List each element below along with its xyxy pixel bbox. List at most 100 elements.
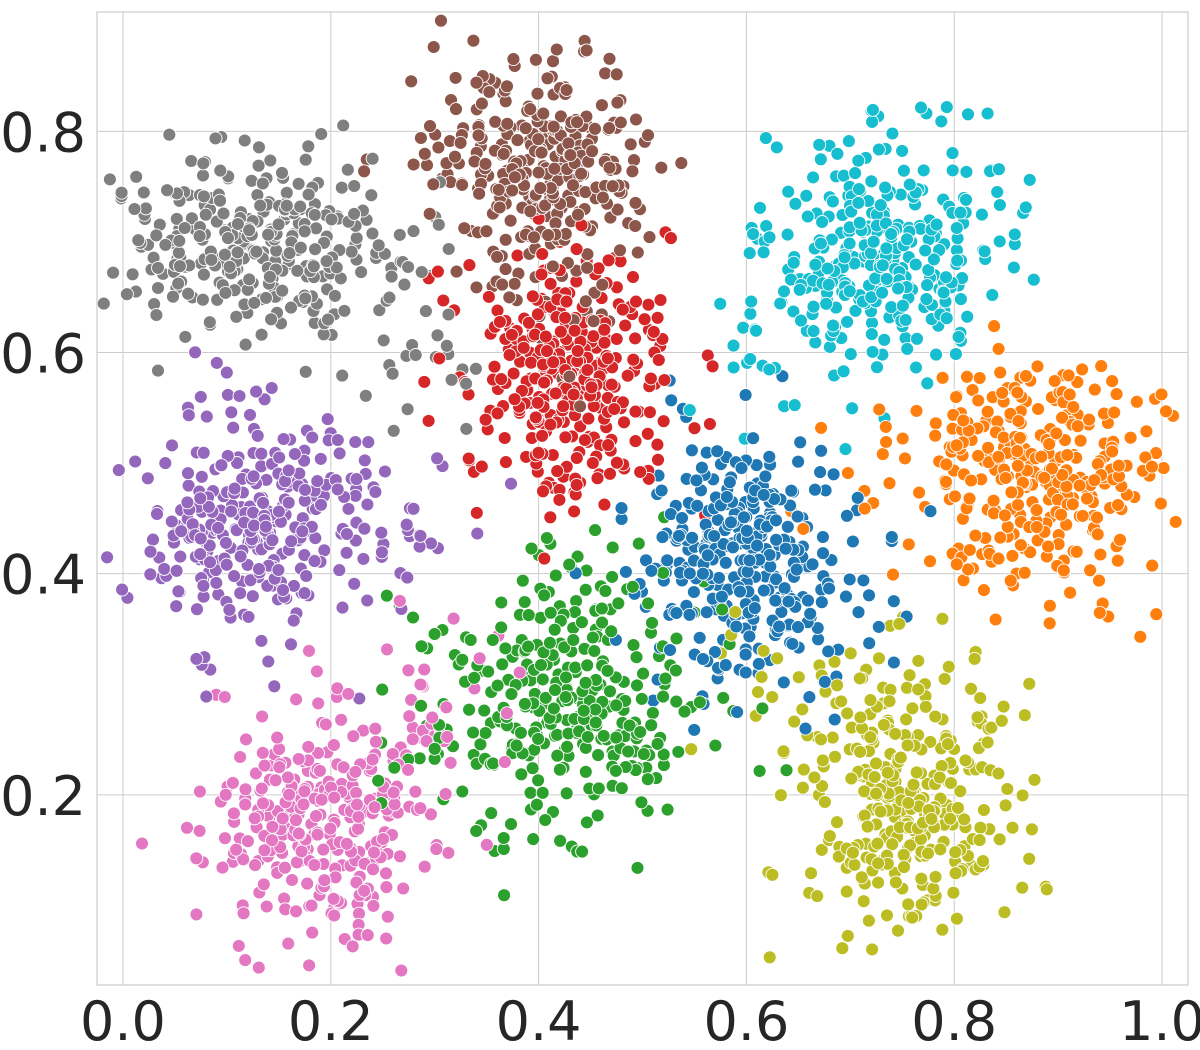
scatter-point bbox=[821, 277, 836, 292]
scatter-point bbox=[490, 249, 505, 264]
scatter-point bbox=[906, 777, 921, 792]
scatter-point bbox=[375, 682, 390, 697]
scatter-point bbox=[546, 54, 560, 69]
scatter-point bbox=[226, 420, 241, 435]
scatter-point bbox=[284, 300, 298, 315]
scatter-point bbox=[762, 362, 777, 377]
scatter-point bbox=[834, 694, 849, 709]
scatter-point bbox=[806, 299, 821, 314]
scatter-point bbox=[392, 227, 407, 242]
scatter-point bbox=[225, 775, 240, 790]
scatter-point bbox=[814, 842, 829, 857]
scatter-point bbox=[417, 374, 432, 389]
scatter-point bbox=[256, 877, 271, 892]
scatter-point bbox=[892, 616, 907, 631]
scatter-point bbox=[976, 854, 990, 869]
scatter-point bbox=[798, 721, 813, 736]
scatter-point bbox=[495, 657, 510, 672]
scatter-point bbox=[970, 710, 985, 725]
scatter-point bbox=[633, 725, 648, 739]
scatter-point bbox=[413, 801, 428, 816]
scatter-point bbox=[233, 750, 248, 764]
scatter-point bbox=[591, 781, 606, 796]
scatter-point bbox=[399, 517, 414, 532]
scatter-point bbox=[851, 195, 866, 210]
scatter-point bbox=[332, 446, 347, 461]
scatter-point bbox=[348, 435, 363, 449]
scatter-point bbox=[578, 582, 593, 597]
scatter-point bbox=[281, 495, 296, 510]
scatter-point bbox=[1044, 461, 1059, 476]
scatter-point bbox=[439, 700, 454, 715]
scatter-point bbox=[305, 925, 320, 940]
scatter-point bbox=[1019, 369, 1033, 384]
scatter-point bbox=[807, 770, 822, 785]
scatter-point bbox=[414, 265, 429, 279]
scatter-point bbox=[1047, 374, 1062, 388]
scatter-point bbox=[276, 432, 291, 446]
scatter-point bbox=[449, 102, 463, 117]
scatter-point bbox=[733, 584, 747, 599]
scatter-point bbox=[595, 615, 610, 630]
scatter-point bbox=[309, 221, 324, 236]
scatter-point bbox=[387, 760, 402, 775]
scatter-point bbox=[1069, 544, 1084, 559]
scatter-point bbox=[597, 322, 612, 337]
scatter-point bbox=[847, 857, 862, 872]
scatter-point bbox=[233, 549, 248, 564]
scatter-point bbox=[980, 106, 995, 121]
scatter-point bbox=[948, 866, 963, 881]
scatter-point bbox=[193, 531, 208, 546]
scatter-point bbox=[467, 670, 482, 685]
scatter-point bbox=[488, 114, 503, 129]
scatter-point bbox=[743, 306, 758, 321]
scatter-point bbox=[738, 647, 753, 662]
scatter-point bbox=[314, 497, 328, 512]
scatter-point bbox=[1024, 822, 1039, 837]
scatter-point bbox=[857, 501, 872, 516]
scatter-point bbox=[222, 602, 237, 617]
scatter-point bbox=[884, 530, 899, 544]
scatter-point bbox=[198, 207, 213, 222]
scatter-point bbox=[990, 185, 1005, 199]
scatter-point bbox=[875, 285, 890, 300]
scatter-point bbox=[1022, 676, 1037, 691]
scatter-point bbox=[193, 547, 208, 562]
scatter-point bbox=[427, 741, 442, 756]
scatter-point bbox=[357, 521, 372, 536]
scatter-point bbox=[482, 85, 497, 99]
scatter-point bbox=[255, 709, 270, 724]
scatter-point bbox=[776, 675, 791, 690]
scatter-point bbox=[695, 566, 710, 581]
scatter-point bbox=[609, 698, 624, 713]
scatter-point bbox=[218, 831, 232, 846]
scatter-point bbox=[719, 489, 734, 504]
scatter-point bbox=[588, 702, 603, 717]
scatter-point bbox=[577, 433, 592, 447]
scatter-point bbox=[935, 922, 950, 937]
scatter-point bbox=[820, 261, 835, 276]
scatter-point bbox=[588, 523, 603, 538]
scatter-point bbox=[275, 165, 289, 180]
scatter-point bbox=[977, 244, 992, 259]
scatter-point bbox=[404, 74, 419, 89]
scatter-point bbox=[602, 121, 617, 136]
scatter-point bbox=[790, 509, 805, 524]
plot-frame bbox=[96, 11, 1189, 986]
scatter-point bbox=[503, 213, 518, 228]
scatter-point bbox=[1145, 558, 1160, 573]
scatter-point bbox=[441, 307, 456, 322]
scatter-point bbox=[746, 431, 761, 446]
scatter-point bbox=[264, 312, 279, 327]
scatter-point bbox=[562, 557, 577, 572]
scatter-point bbox=[842, 284, 857, 299]
scatter-point bbox=[865, 344, 880, 359]
scatter-point bbox=[497, 888, 512, 903]
scatter-point bbox=[327, 790, 342, 805]
scatter-point bbox=[316, 842, 331, 857]
scatter-point bbox=[193, 491, 208, 506]
scatter-point bbox=[319, 254, 334, 269]
scatter-point bbox=[537, 551, 552, 566]
scatter-point bbox=[500, 116, 515, 131]
scatter-point bbox=[184, 211, 199, 226]
